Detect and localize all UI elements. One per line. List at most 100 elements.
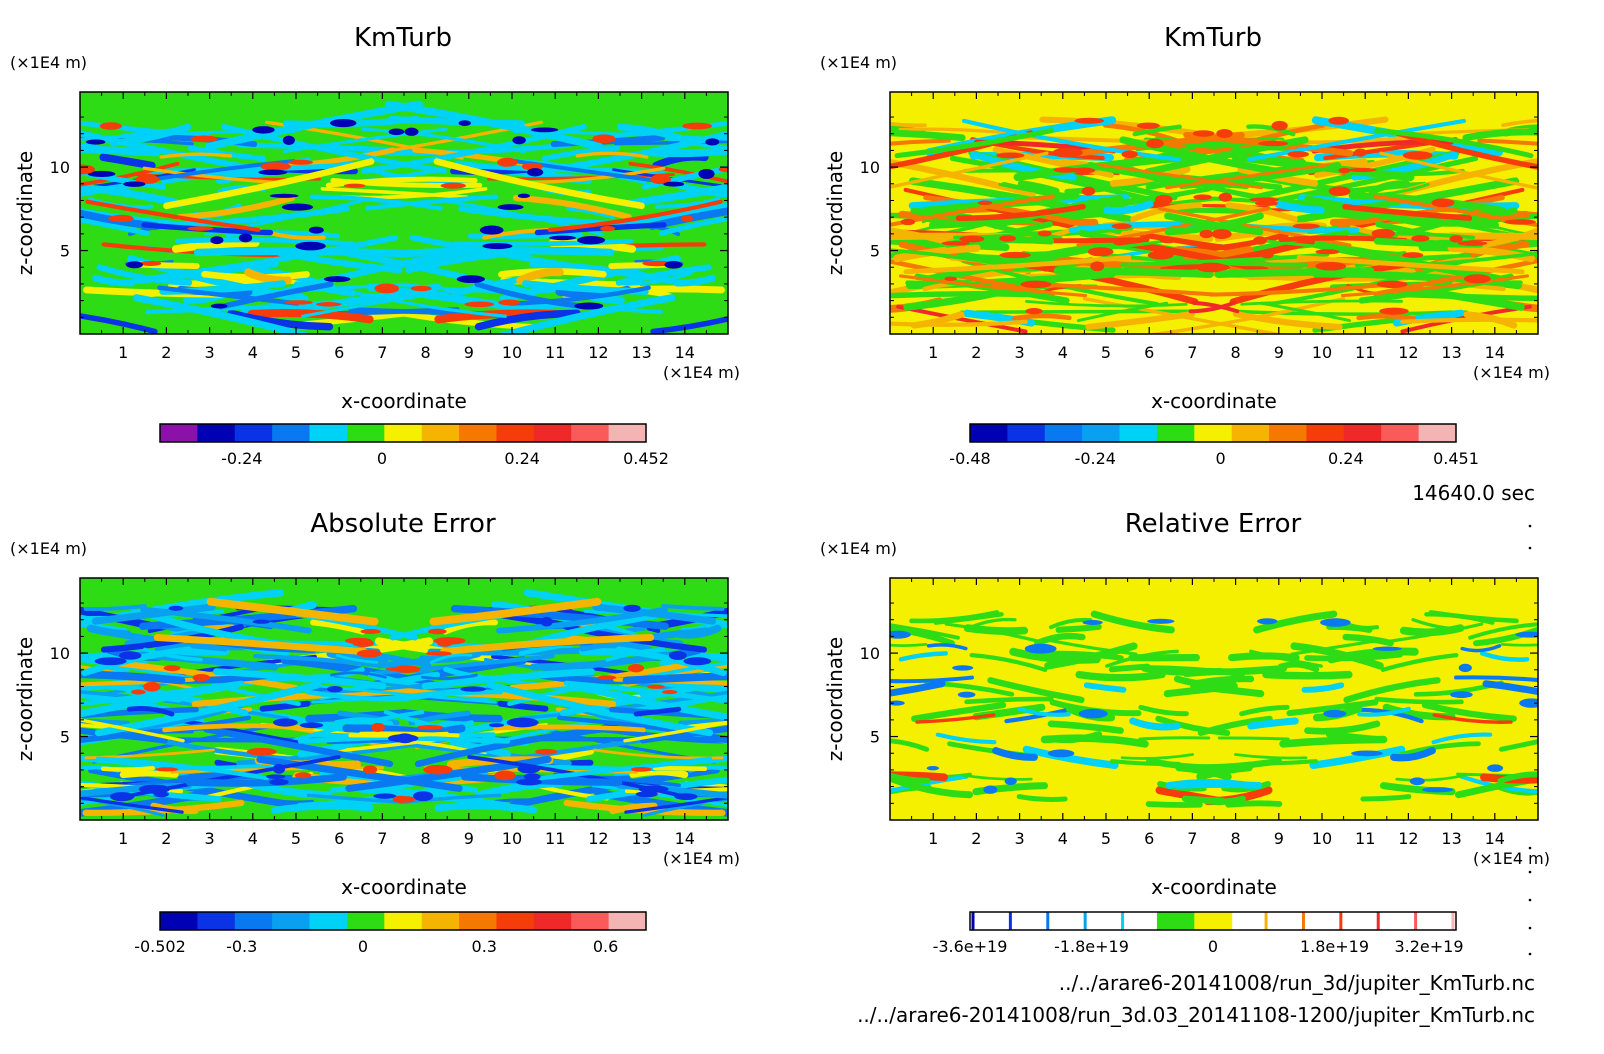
contour-core <box>698 168 715 179</box>
dot-mark <box>1528 870 1532 874</box>
contour-core <box>1487 764 1504 772</box>
contour-filament <box>259 700 311 712</box>
colorbar-segment <box>1156 912 1195 930</box>
contour-core <box>1193 194 1212 201</box>
contour-filament <box>1191 300 1240 314</box>
colorbar-segment <box>1418 424 1457 442</box>
contour-core <box>1082 620 1103 626</box>
x-tick-label: 7 <box>377 343 387 362</box>
contour-filament <box>961 773 1033 781</box>
x-axis-label: x-coordinate <box>341 389 467 413</box>
colorbar: -0.24 0 0.24 0.452 <box>159 423 669 468</box>
panel-2: KmTurb(×1E4 m)1 2 3 4 5 6 7 8 9 10 11 12 13 14510(×1E… <box>820 23 1550 468</box>
contour-filament <box>1034 282 1219 297</box>
colorbar-tick-label: -0.24 <box>1075 449 1116 468</box>
contour-core <box>87 170 116 177</box>
x-tick-label: 2 <box>161 829 171 848</box>
contour-filament <box>333 717 394 727</box>
contour-filament <box>890 237 1010 251</box>
contour-core <box>1457 240 1488 246</box>
contour-filament <box>1076 301 1169 323</box>
contour-core <box>1078 708 1108 719</box>
contour-filament <box>1024 299 1188 308</box>
colorbar-tick-label: -0.3 <box>226 937 257 956</box>
dot-mark <box>1528 952 1532 956</box>
contour-core <box>1351 750 1383 757</box>
y-tick-label: 5 <box>60 728 70 747</box>
contour-core <box>498 299 521 306</box>
x-tick-label: 3 <box>1015 829 1025 848</box>
contour-filament <box>890 775 974 799</box>
contour-filament <box>1447 244 1535 263</box>
x-unit-label: (×1E4 m) <box>1473 363 1550 382</box>
file-path-2: ../../arare6-20141008/run_3d.03_20141108… <box>857 1003 1535 1027</box>
contour-core <box>683 657 712 666</box>
colorbar: -3.6e+19 -1.8e+19 0 1.8e+19 3.2e+19 <box>933 911 1464 956</box>
contour-filament <box>516 268 564 285</box>
contour-filament <box>335 653 379 664</box>
contour-filament <box>1479 651 1530 662</box>
y-tick-label: 10 <box>50 158 70 177</box>
contour-filament <box>1090 610 1175 634</box>
contour-core <box>1199 229 1214 239</box>
contour-filament <box>926 218 999 227</box>
contour-filament <box>890 158 1036 198</box>
file-path-1: ../../arare6-20141008/run_3d/jupiter_KmT… <box>1059 971 1535 995</box>
contour-filament <box>333 286 507 318</box>
contour-filament <box>357 784 513 811</box>
contour-core <box>413 791 434 802</box>
colorbar-tick-label: 0.24 <box>504 449 540 468</box>
contour-core <box>399 796 415 803</box>
contour-core <box>674 793 698 801</box>
contour-filament <box>992 747 1038 761</box>
contour-filament <box>923 194 1091 228</box>
contour-core <box>410 285 432 292</box>
contour-filament <box>575 151 649 159</box>
contour-core <box>944 276 958 281</box>
contour-filament <box>1394 741 1481 759</box>
colorbar-tick-label: 1.8e+19 <box>1300 937 1369 956</box>
contour-filament <box>162 723 315 733</box>
contour-filament <box>672 274 716 287</box>
x-tick-label: 4 <box>1058 829 1068 848</box>
contour-filament <box>541 145 621 162</box>
contour-filament <box>1022 745 1119 769</box>
colorbar-tick-label: -3.6e+19 <box>933 937 1008 956</box>
contour-filament <box>100 765 155 772</box>
contour-filament <box>508 285 651 306</box>
contour-core <box>1292 223 1320 229</box>
contour-filament <box>987 677 1085 704</box>
contour-core <box>108 214 134 223</box>
contour-filament <box>1202 795 1247 805</box>
contour-core <box>1409 777 1425 786</box>
contour-filament <box>1379 151 1538 190</box>
contour-core <box>273 718 298 727</box>
contour-filament <box>1343 677 1441 704</box>
contour-core <box>627 664 645 673</box>
x-tick-label: 9 <box>464 829 474 848</box>
x-tick-label: 5 <box>291 829 301 848</box>
contour-filament <box>359 731 460 738</box>
contour-filament <box>1462 128 1538 142</box>
contour-filament <box>405 289 448 298</box>
x-tick-label: 8 <box>421 829 431 848</box>
x-tick-label: 6 <box>1144 343 1154 362</box>
contour-core <box>647 684 665 689</box>
contour-filament <box>1247 717 1299 730</box>
contour-core <box>1504 219 1537 225</box>
contour-filament <box>1082 296 1286 334</box>
contour-core <box>284 300 313 305</box>
contour-core <box>252 126 275 134</box>
colorbar-segment <box>608 912 647 930</box>
contour-filament <box>1348 191 1506 214</box>
contour-filament <box>310 619 366 635</box>
contour-core <box>1354 148 1367 157</box>
contour-filament <box>1138 736 1211 741</box>
contour-filament <box>1421 251 1538 267</box>
contour-core <box>952 665 974 671</box>
x-tick-label: 1 <box>928 829 938 848</box>
contour-core <box>517 193 530 199</box>
contour-core <box>1087 247 1114 257</box>
contour-core <box>1254 200 1279 206</box>
contour-core <box>957 691 976 698</box>
